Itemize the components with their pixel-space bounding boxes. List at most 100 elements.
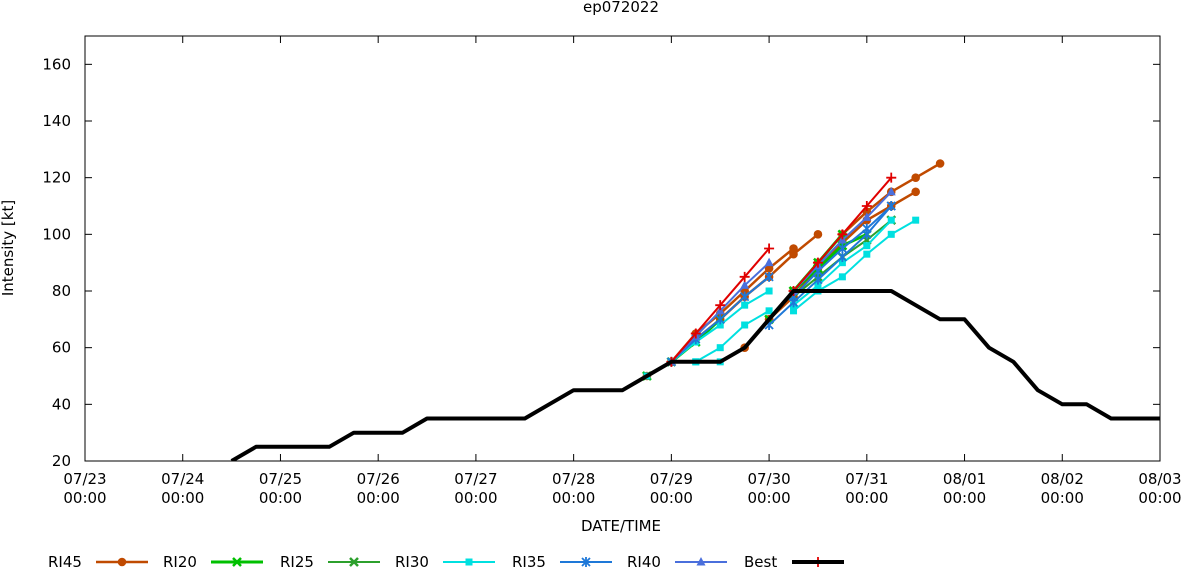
data-point <box>789 249 798 259</box>
data-point <box>741 301 749 309</box>
y-tick-label: 100 <box>42 225 71 243</box>
data-point <box>765 287 773 295</box>
data-point <box>935 159 945 168</box>
x-tick-label-date: 07/29 <box>650 470 693 488</box>
data-point <box>740 291 750 302</box>
data-point <box>887 230 895 238</box>
data-point <box>765 307 773 315</box>
data-point <box>838 259 846 267</box>
series-layer <box>230 159 1160 461</box>
data-point <box>813 230 823 239</box>
data-point <box>837 243 848 254</box>
x-tick-label-time: 00:00 <box>63 489 106 507</box>
data-point <box>861 201 872 211</box>
y-tick-label: 80 <box>52 282 71 300</box>
legend-item: RI40 <box>627 553 727 567</box>
x-tick-label-date: 08/03 <box>1138 470 1181 488</box>
y-axis-title: Intensity [kt] <box>0 200 17 296</box>
legend-label: RI25 <box>280 553 314 567</box>
data-point <box>715 300 726 311</box>
data-point <box>715 314 725 325</box>
data-point <box>790 307 798 315</box>
data-point <box>740 280 750 289</box>
data-point <box>886 186 896 196</box>
y-tick-label: 60 <box>52 339 71 357</box>
x-tick-label-date: 07/26 <box>357 470 400 488</box>
legend-item: RI20 <box>163 553 263 567</box>
legend-marker <box>696 557 706 566</box>
x-tick-label-time: 00:00 <box>161 489 204 507</box>
data-point <box>886 201 896 211</box>
x-tick-label-time: 00:00 <box>1138 489 1181 507</box>
data-point <box>814 281 822 289</box>
x-tick-label-date: 07/28 <box>552 470 595 488</box>
data-point <box>764 243 775 254</box>
data-point <box>690 328 701 339</box>
x-tick-label-time: 00:00 <box>259 489 302 507</box>
legend-item: RI35 <box>512 553 612 567</box>
data-point <box>911 173 920 182</box>
y-tick-label: 20 <box>52 452 71 470</box>
legend-label: RI30 <box>395 553 429 567</box>
series-line <box>695 309 770 363</box>
y-tick-label: 140 <box>42 112 71 130</box>
data-point <box>764 271 774 282</box>
data-point <box>911 187 920 197</box>
x-tick-label-date: 08/02 <box>1041 470 1084 488</box>
legend-label: RI40 <box>627 553 661 567</box>
legend-label: Best <box>744 553 777 567</box>
x-tick-label-time: 00:00 <box>943 489 986 507</box>
data-point <box>739 271 750 282</box>
y-tick-label: 120 <box>42 169 71 187</box>
x-tick-label-time: 00:00 <box>747 489 790 507</box>
legend-marker <box>117 557 127 567</box>
x-tick-label-time: 00:00 <box>650 489 693 507</box>
series-ri30 <box>643 216 920 380</box>
legend-marker <box>232 557 242 567</box>
series-line <box>792 232 868 293</box>
x-tick-label-time: 00:00 <box>845 489 888 507</box>
legend-item: RI45 <box>48 553 148 567</box>
legend-marker <box>581 557 591 567</box>
x-tick-label-date: 07/30 <box>747 470 790 488</box>
data-point <box>741 321 749 329</box>
legend-item: RI30 <box>395 553 495 567</box>
series-track <box>230 289 1160 461</box>
data-point <box>886 172 897 183</box>
legend-label: RI45 <box>48 553 82 567</box>
plot-frame <box>84 35 1161 462</box>
y-tick-label: 160 <box>42 55 71 73</box>
data-point <box>813 274 823 285</box>
series-line <box>230 289 1160 461</box>
series-ri35 <box>666 201 896 367</box>
data-point <box>716 321 724 329</box>
data-point <box>716 344 724 352</box>
x-tick-label-time: 00:00 <box>1041 489 1084 507</box>
x-tick-label-date: 08/01 <box>943 470 986 488</box>
x-tick-label-time: 00:00 <box>454 489 497 507</box>
data-point <box>764 257 774 267</box>
data-point <box>887 216 895 224</box>
legend-label: RI35 <box>512 553 546 567</box>
data-point <box>863 242 871 250</box>
axes-layer: 2040608010012014016007/2300:0007/2400:00… <box>42 36 1182 507</box>
data-point <box>863 250 871 258</box>
x-tick-label-time: 00:00 <box>357 489 400 507</box>
data-point <box>862 212 872 221</box>
data-point <box>912 216 920 224</box>
chart-title: ep072022 <box>583 0 659 16</box>
legend-marker <box>349 557 359 567</box>
data-point <box>837 252 848 262</box>
data-point <box>812 257 823 268</box>
x-tick-label-date: 07/31 <box>845 470 888 488</box>
x-tick-label-date: 07/24 <box>161 470 204 488</box>
series-line <box>792 219 917 312</box>
data-point <box>837 229 848 240</box>
legend-item: RI25 <box>280 553 380 567</box>
x-axis-title: DATE/TIME <box>581 517 661 535</box>
x-tick-label-date: 07/27 <box>454 470 497 488</box>
x-tick-label-date: 07/23 <box>63 470 106 488</box>
legend: RI45 RI20 RI25 RI30 RI35 RI40 Best <box>48 553 844 567</box>
legend-label: RI20 <box>163 553 197 567</box>
